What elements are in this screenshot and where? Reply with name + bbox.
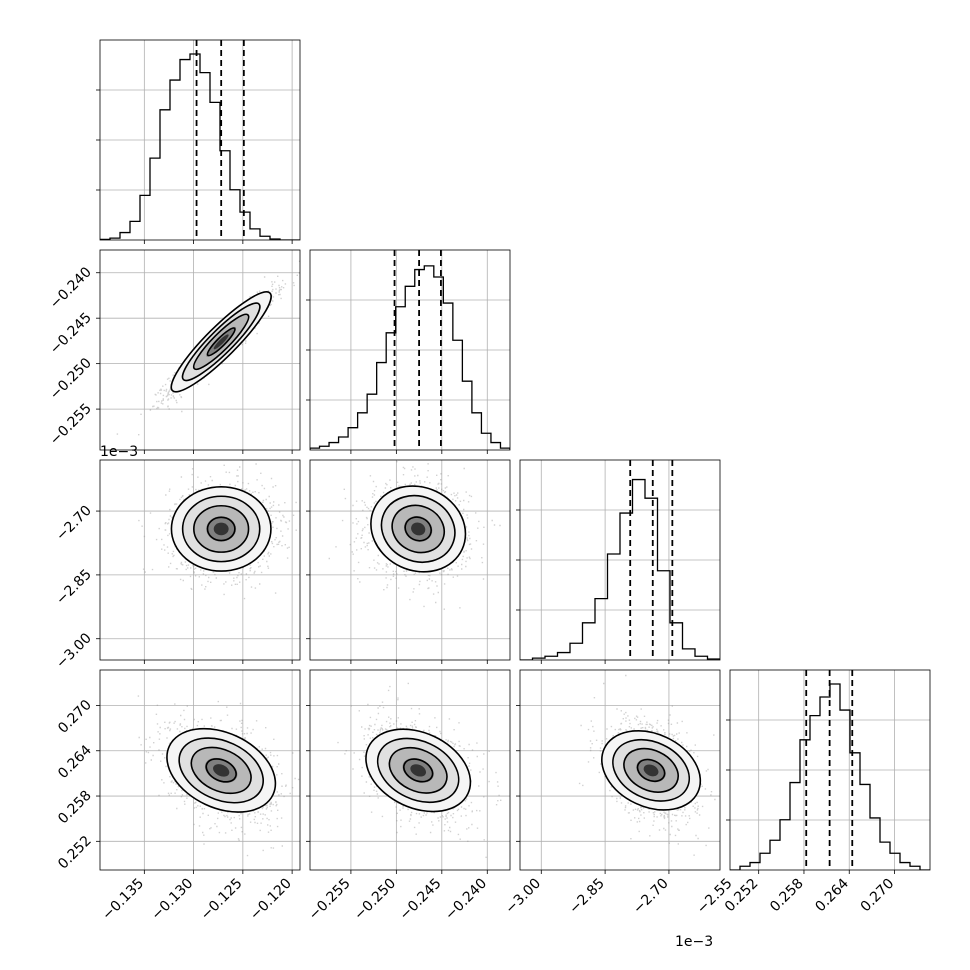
- x-tick-label: 0.264: [812, 875, 852, 915]
- panel-2-2: [516, 459, 721, 664]
- panel-frame: [99, 459, 301, 661]
- panel-frame: [519, 669, 721, 871]
- contour-line: [170, 291, 272, 393]
- contour-line: [403, 758, 434, 783]
- panel-frame: [309, 669, 511, 871]
- panel-3-1: [306, 669, 511, 874]
- y-offset-label: 1e−3: [100, 444, 138, 460]
- density-fill: [213, 334, 229, 350]
- contour-line: [376, 737, 460, 804]
- x-tick-label: 0.270: [858, 876, 898, 916]
- density-fill: [643, 764, 659, 777]
- contour-line: [190, 746, 252, 795]
- panel-content: [138, 463, 300, 600]
- panel-3-2: [516, 669, 721, 874]
- histogram-step: [100, 53, 300, 240]
- y-tick-label: 0.258: [55, 788, 95, 828]
- contour-line: [601, 730, 702, 811]
- contour-line: [404, 516, 432, 542]
- contour-line: [178, 737, 265, 804]
- x-tick-label: −0.240: [442, 876, 490, 924]
- contour-line: [166, 727, 277, 813]
- contour-line: [181, 495, 261, 563]
- panel-0-0: [96, 39, 301, 244]
- histogram-step: [310, 265, 510, 450]
- x-tick-label: −3.00: [502, 876, 544, 918]
- contour-line: [380, 494, 456, 563]
- density-fill: [213, 522, 229, 536]
- density-fill: [410, 764, 427, 777]
- x-tick-label: −0.125: [198, 876, 246, 924]
- density-fill: [213, 764, 230, 777]
- contour-line: [370, 485, 467, 573]
- panel-content: [337, 682, 502, 858]
- x-tick-label: −0.130: [148, 876, 196, 924]
- contour-line: [206, 516, 236, 542]
- x-tick-label: −0.245: [397, 876, 445, 924]
- panel-content: [730, 670, 930, 870]
- panel-content: [137, 695, 300, 857]
- y-tick-label: −0.250: [47, 355, 95, 403]
- contour-line: [206, 327, 236, 357]
- y-tick-label: 0.252: [55, 833, 95, 873]
- x-offset-label: 1e−3: [675, 934, 713, 950]
- y-tick-label: −2.70: [53, 503, 95, 545]
- histogram-step: [520, 478, 720, 660]
- contour-line: [391, 504, 445, 554]
- panel-3-3: [726, 669, 931, 874]
- x-tick-label: −0.135: [99, 876, 147, 924]
- panel-2-1: [306, 459, 511, 664]
- contour-line: [636, 758, 666, 783]
- contour-line: [623, 747, 679, 793]
- contour-line: [612, 738, 691, 802]
- density-fill: [411, 522, 426, 536]
- contour-line: [181, 302, 261, 382]
- y-tick-label: −0.240: [47, 264, 95, 312]
- panel-frame: [99, 669, 301, 871]
- contour-line: [170, 485, 272, 572]
- x-tick-label: 0.258: [767, 876, 807, 916]
- y-tick-label: −3.00: [53, 630, 95, 672]
- contour-line: [205, 758, 237, 783]
- contour-line: [192, 313, 250, 371]
- panel-content: [520, 460, 720, 660]
- x-tick-label: −0.120: [247, 876, 295, 924]
- y-tick-label: −0.255: [47, 401, 95, 449]
- panel-content: [310, 250, 510, 450]
- panel-content: [578, 674, 720, 856]
- y-tick-label: −0.245: [47, 310, 95, 358]
- panel-2-0: [96, 459, 301, 664]
- x-tick-label: −2.70: [630, 876, 672, 918]
- panel-frame: [309, 459, 511, 661]
- contour-line: [388, 746, 448, 794]
- panel-frame: [99, 249, 301, 451]
- panel-content: [116, 260, 300, 436]
- contour-line: [365, 728, 472, 813]
- panel-content: [328, 461, 501, 610]
- y-tick-label: −2.85: [53, 566, 95, 608]
- panel-3-0: [96, 669, 301, 874]
- panel-1-1: [306, 249, 511, 454]
- x-tick-label: −2.85: [566, 876, 608, 918]
- contour-line: [193, 504, 250, 553]
- x-tick-label: −0.250: [351, 876, 399, 924]
- y-tick-label: 0.270: [55, 697, 95, 737]
- panel-1-0: [96, 249, 301, 454]
- panel-content: [100, 40, 300, 240]
- x-tick-label: −0.255: [306, 876, 354, 924]
- y-tick-label: 0.264: [55, 742, 95, 782]
